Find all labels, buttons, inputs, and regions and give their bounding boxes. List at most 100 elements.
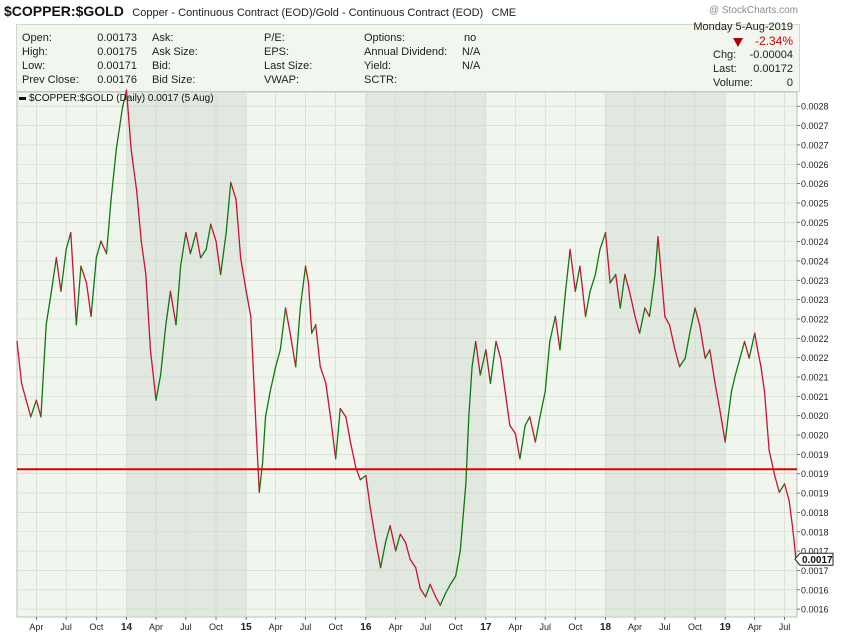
legend-swatch (19, 96, 26, 100)
price-segment (727, 391, 733, 418)
y-tick-label: 0.0019 (801, 489, 829, 499)
price-segment (299, 265, 307, 309)
price-segment (529, 416, 537, 443)
x-tick-label: Oct (89, 622, 104, 632)
price-segment (339, 407, 347, 418)
eps-label: EPS: (264, 46, 290, 58)
y-tick-label: 0.0028 (801, 102, 829, 112)
price-segment (319, 365, 327, 385)
price-segment (524, 416, 531, 426)
price-segment (429, 583, 437, 598)
low-value: 0.00171 (97, 60, 137, 72)
price-segment (495, 340, 502, 359)
symbol-description: Copper - Continuous Contract (EOD)/Gold … (132, 7, 484, 19)
price-segment (489, 340, 497, 385)
price-segment (169, 290, 177, 326)
price-segment (504, 391, 511, 426)
price-segment (734, 357, 741, 376)
y-tick-label: 0.0020 (801, 431, 829, 441)
chg-label: Chg: (713, 49, 737, 61)
price-segment (239, 257, 247, 292)
price-segment (704, 349, 711, 359)
price-segment (788, 499, 794, 527)
price-segment (175, 265, 182, 326)
price-segment (155, 374, 162, 401)
price-segment (743, 340, 750, 359)
price-segment (375, 541, 382, 569)
y-tick-label: 0.0026 (801, 160, 829, 170)
price-segment (609, 273, 617, 284)
x-tick-label: Oct (688, 622, 703, 632)
price-segment (768, 449, 776, 477)
price-segment (468, 365, 473, 418)
price-segment (791, 525, 797, 560)
price-segment (205, 223, 212, 251)
price-segment (599, 232, 607, 251)
price-segment (624, 273, 631, 292)
price-segment (279, 307, 287, 351)
price-segment (210, 223, 217, 242)
x-tick-label: Apr (628, 622, 642, 632)
last-value-label: 0.0017 (802, 555, 833, 566)
price-segment (269, 365, 277, 393)
price-segment (179, 232, 187, 267)
price-segment (445, 583, 452, 594)
y-tick-label: 0.0022 (801, 334, 829, 344)
open-value: 0.00173 (97, 32, 137, 44)
x-tick-label: Apr (508, 622, 522, 632)
yield-label: Yield: (364, 60, 392, 72)
x-tick-label: Jul (60, 622, 72, 632)
price-segment (145, 273, 152, 351)
y-tick-label: 0.0016 (801, 585, 829, 595)
y-tick-label: 0.0017 (801, 566, 829, 576)
price-segment (564, 248, 571, 292)
price-segment (55, 257, 62, 292)
price-segment (140, 240, 147, 276)
x-tick-label: Apr (389, 622, 403, 632)
percent-change: -2.34% (754, 34, 793, 48)
price-segment (424, 583, 431, 598)
x-tick-label: 17 (480, 622, 492, 633)
price-segment (395, 533, 401, 552)
price-segment (384, 525, 391, 544)
price-segment (275, 349, 281, 368)
ask-label: Ask: (152, 32, 174, 44)
y-tick-label: 0.0016 (801, 605, 829, 615)
price-segment (307, 282, 313, 334)
price-segment (654, 236, 659, 276)
price-segment (660, 273, 666, 318)
price-segment (35, 399, 42, 418)
last-size-label: Last Size: (264, 60, 313, 72)
x-tick-label: 15 (241, 622, 253, 633)
y-tick-label: 0.0021 (801, 392, 829, 402)
dividend-value: N/A (462, 46, 481, 58)
price-segment (40, 324, 47, 418)
high-label: High: (22, 46, 48, 58)
price-segment (724, 416, 729, 443)
quote-panel: Open: 0.00173 High: 0.00175 Low: 0.00171… (16, 21, 800, 92)
price-segment (455, 550, 461, 577)
price-segment (80, 265, 88, 284)
price-segment (199, 248, 207, 259)
price-segment (574, 265, 581, 292)
x-tick-label: Oct (209, 622, 224, 632)
last-value-box (794, 552, 834, 566)
y-tick-label: 0.0021 (801, 373, 829, 383)
vwap-label: VWAP: (264, 74, 300, 86)
price-segment (638, 307, 646, 334)
price-segment (471, 340, 477, 368)
y-tick-label: 0.0027 (801, 121, 829, 131)
price-segment (778, 483, 786, 493)
price-segment (709, 349, 716, 385)
x-tick-label: 16 (360, 622, 372, 633)
price-segment (549, 315, 557, 343)
price-segment (289, 332, 297, 368)
x-tick-label: Jul (300, 622, 312, 632)
price-segment (657, 236, 662, 276)
high-value: 0.00175 (97, 46, 137, 58)
price-segment (159, 324, 167, 376)
price-segment (65, 232, 72, 251)
price-segment (730, 374, 737, 393)
price-segment (439, 592, 447, 606)
price-segment (264, 391, 271, 418)
